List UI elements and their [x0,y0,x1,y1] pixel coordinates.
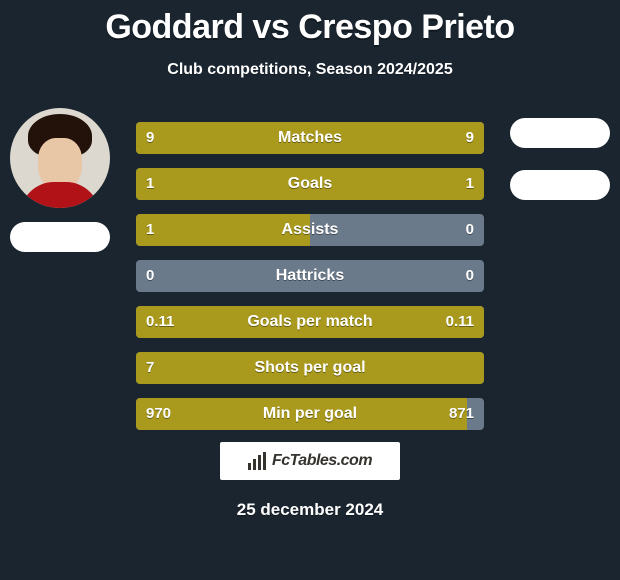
comparison-subtitle: Club competitions, Season 2024/2025 [0,61,620,79]
stat-bar-left [136,352,310,384]
stat-row: 7Shots per goal [136,352,484,384]
player-left-club-badge [10,222,110,252]
stat-bar-left [136,122,310,154]
stat-bar-left [136,398,310,430]
comparison-body: 99Matches 11Goals 10Assists 00Hattricks 0.11… [0,108,620,438]
stat-bar-right [310,214,484,246]
footer-date: 25 december 2024 [0,500,620,520]
footer-logo: FcTables.com [220,442,400,480]
player-left-avatar [10,108,110,208]
player-right-column [500,108,620,200]
footer-logo-text: FcTables.com [272,452,372,470]
stat-bar-left [136,306,310,338]
stat-bar-left [136,260,310,292]
stat-row: 10Assists [136,214,484,246]
stat-row: 0.110.11Goals per match [136,306,484,338]
stat-bar-right [310,352,484,384]
logo-bars-icon [248,452,266,470]
stat-bar-right [310,306,484,338]
stat-bar-right [310,168,484,200]
stat-row: 970871Min per goal [136,398,484,430]
stat-bar-right [310,122,484,154]
stat-row: 00Hattricks [136,260,484,292]
stat-bar-right [310,260,484,292]
player-right-club-badge [510,170,610,200]
comparison-title: Goddard vs Crespo Prieto [0,0,620,47]
player-left-column [0,108,120,252]
stat-bar-left [136,214,310,246]
stat-bar-right [310,398,484,430]
player-right-club-badge [510,118,610,148]
comparison-card: Goddard vs Crespo Prieto Club competitio… [0,0,620,580]
stat-row: 99Matches [136,122,484,154]
stat-bars: 99Matches 11Goals 10Assists 00Hattricks 0.11… [136,122,484,444]
stat-row: 11Goals [136,168,484,200]
stat-bar-left [136,168,310,200]
